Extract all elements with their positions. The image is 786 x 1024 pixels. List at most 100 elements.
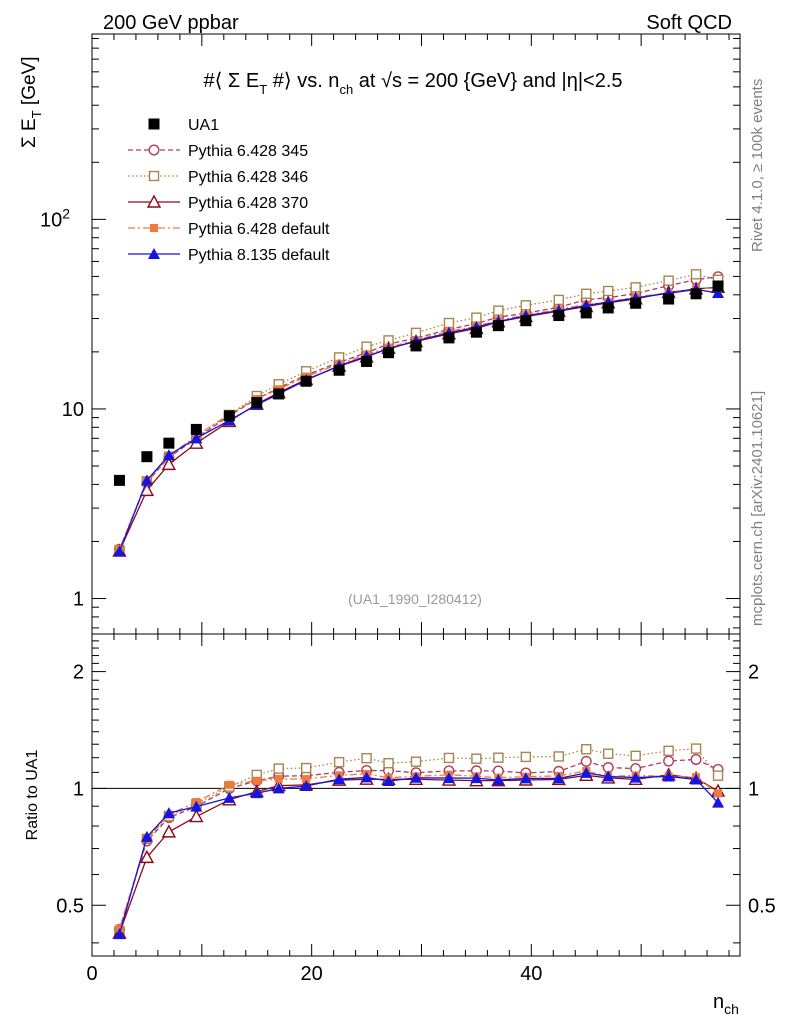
title-sub1: T: [259, 82, 267, 97]
legend-marker-pythia-6-428-345: [148, 144, 160, 156]
ratio-point-pythia-6-428-default: [302, 775, 311, 784]
ratio-point-pythia-6-428-346: [443, 752, 455, 764]
main-point-pythia-6-428-346: [493, 305, 504, 316]
main-point-pythia-6-428-346: [663, 275, 674, 286]
main-point-ua1: [361, 355, 373, 367]
main-line-pythia-6-428-370: [118, 286, 719, 552]
ratio-point-pythia-6-428-370: [189, 809, 204, 823]
main-point-pythia-6-428-346: [443, 317, 455, 329]
legend-label-pythia-6-428-default: Pythia 6.428 default: [188, 221, 330, 238]
main-point-ua1: [300, 375, 312, 387]
ratio-point-pythia-8-135-default: [382, 774, 395, 786]
plot-title: #⟨ Σ ET #⟩ vs. nch at √s = 200 {GeV} and…: [203, 70, 622, 97]
legend-item-pythia-6-428-370: Pythia 6.428 370: [128, 194, 308, 212]
ratio-point-pythia-8-135-default: [410, 771, 422, 783]
main-point-ua1: [630, 297, 642, 309]
legend-label-pythia-8-135-default: Pythia 8.135 default: [188, 247, 330, 264]
ratio-point-pythia-8-135-default: [250, 787, 263, 799]
main-point-ua1: [251, 397, 263, 409]
ratio-y-tick-label-right: 0.5: [748, 895, 776, 917]
x-tick-label: 20: [301, 963, 323, 985]
ratio-point-pythia-8-135-default: [712, 796, 725, 808]
y-tick-label: 10: [62, 399, 84, 421]
main-point-ua1: [163, 437, 175, 449]
ratio-point-pythia-6-428-346: [410, 756, 422, 767]
legend-item-ua1: UA1: [148, 117, 219, 134]
ratio-point-pythia-6-428-370: [161, 824, 177, 838]
legend-item-pythia-6-428-346: Pythia 6.428 346: [128, 169, 308, 186]
legend-item-pythia-6-428-default: Pythia 6.428 default: [128, 221, 330, 238]
header-right: Soft QCD: [646, 12, 732, 34]
ratio-point-pythia-8-135-default: [162, 807, 175, 819]
reference-label: (UA1_1990_I280412): [348, 591, 482, 607]
rivet-label: Rivet 4.1.0, ≥ 100k events: [749, 79, 766, 252]
ratio-point-pythia-6-428-346: [383, 757, 394, 769]
ratio-point-pythia-8-135-default: [333, 773, 346, 785]
main-y-label-sub: T: [29, 110, 44, 118]
main-panel-axes: 1 10 102: [40, 33, 741, 635]
ratio-point-pythia-8-135-default: [580, 766, 593, 778]
ratio-point-pythia-6-428-346: [361, 752, 372, 764]
legend-label-pythia-6-428-346: Pythia 6.428 346: [188, 169, 308, 186]
main-point-ua1: [690, 288, 702, 300]
main-y-label-unit: [GeV]: [19, 56, 40, 110]
main-point-ua1: [410, 340, 422, 352]
main-point-pythia-6-428-346: [520, 300, 532, 311]
legend-label-ua1: UA1: [188, 117, 219, 134]
ratio-y-tick-label-right: 2: [748, 662, 759, 684]
ratio-point-pythia-6-428-default: [252, 776, 261, 785]
ratio-point-pythia-8-135-default: [360, 771, 373, 783]
main-panel-series: [112, 269, 726, 557]
ratio-point-pythia-6-428-345: [580, 755, 592, 767]
ratio-point-pythia-8-135-default: [602, 770, 615, 782]
ratio-panel-series: [112, 743, 726, 940]
ratio-point-pythia-6-428-default: [225, 780, 234, 789]
legend-marker-ua1: [148, 118, 160, 130]
main-point-ua1: [712, 280, 724, 292]
ratio-y-tick-label: 2: [73, 662, 84, 684]
legend-marker-pythia-6-428-default: [150, 224, 158, 232]
main-point-pythia-6-428-346: [690, 269, 702, 280]
ratio-point-pythia-8-135-default: [519, 772, 532, 784]
x-label-sub: ch: [724, 1001, 739, 1017]
title-mid1: #⟩ vs. n: [267, 70, 339, 92]
main-point-ua1: [492, 320, 504, 332]
ratio-point-pythia-6-428-345: [663, 755, 675, 767]
ratio-point-pythia-8-135-default: [140, 830, 153, 842]
ratio-point-pythia-8-135-default: [470, 772, 483, 784]
main-line-pythia-6-428-default: [118, 287, 719, 550]
mcplots-label: mcplots.cern.ch [arXiv:2401.10621]: [749, 391, 766, 626]
main-y-label: Σ ET [GeV]: [19, 56, 44, 148]
ratio-point-pythia-6-428-default: [714, 789, 723, 798]
ratio-y-tick-label: 0.5: [56, 895, 84, 917]
main-point-pythia-8-135-default: [190, 432, 203, 444]
title-sub2: ch: [339, 82, 353, 97]
ratio-y-label: Ratio to UA1: [24, 750, 41, 841]
ratio-point-pythia-6-428-346: [581, 744, 592, 755]
main-point-pythia-6-428-370: [161, 456, 177, 471]
title-mid2: at √s = 200 {GeV} and |η|<2.5: [353, 70, 622, 92]
ratio-point-pythia-6-428-370: [139, 849, 155, 864]
main-point-ua1: [223, 410, 235, 422]
ratio-point-pythia-6-428-346: [690, 743, 702, 754]
legend-marker-pythia-6-428-370: [146, 194, 162, 208]
ratio-line-pythia-6-428-370: [118, 774, 719, 934]
main-point-pythia-8-135-default: [712, 286, 725, 298]
main-point-ua1: [470, 326, 482, 338]
main-point-ua1: [520, 315, 532, 327]
ratio-point-pythia-6-428-346: [300, 762, 312, 774]
main-point-pythia-8-135-default: [140, 474, 153, 486]
main-point-ua1: [553, 310, 565, 322]
x-axis-label: nch: [713, 991, 739, 1017]
ratio-point-pythia-8-135-default: [629, 771, 642, 783]
main-point-ua1: [113, 474, 125, 486]
main-point-ua1: [141, 451, 153, 463]
main-point-pythia-6-428-346: [553, 294, 564, 306]
ratio-point-pythia-6-428-default: [274, 774, 283, 783]
ratio-point-pythia-8-135-default: [223, 791, 236, 803]
ratio-point-pythia-8-135-default: [662, 770, 675, 782]
legend-marker-pythia-6-428-346: [148, 170, 160, 182]
main-point-ua1: [663, 293, 675, 305]
main-point-pythia-8-135-default: [162, 449, 175, 461]
ratio-point-pythia-8-135-default: [690, 773, 703, 785]
